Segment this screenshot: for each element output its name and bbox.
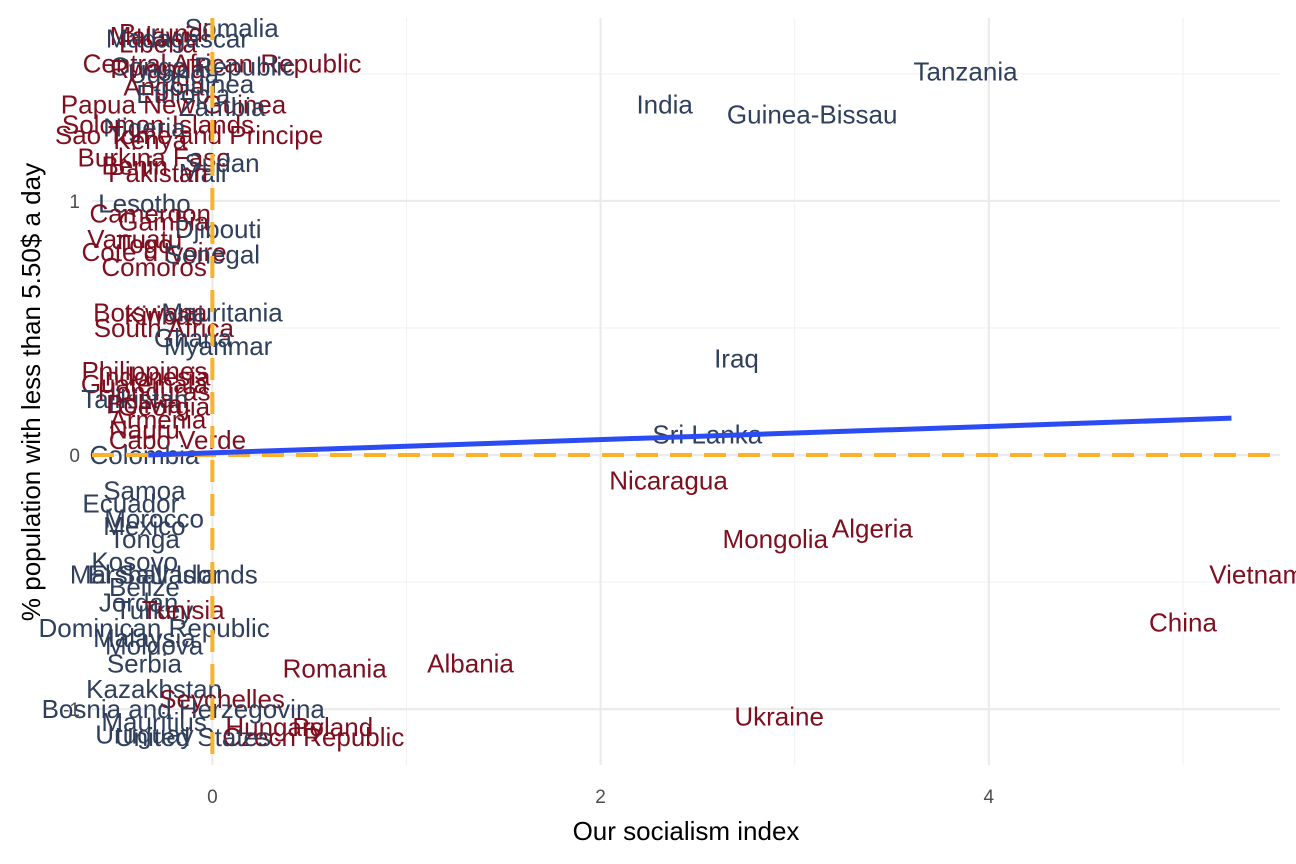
point-label: Somalia	[185, 13, 279, 43]
point-label: Sao Tome and Principe	[55, 120, 323, 150]
x-tick-label: 0	[207, 787, 218, 808]
point-label: Zambia	[179, 92, 266, 122]
point-label: Comoros	[101, 252, 206, 282]
point-label: Vanuatu	[87, 224, 182, 254]
point-label: Marshall Islands	[70, 559, 258, 589]
point-label: Turkey	[115, 595, 194, 625]
point-label: Sudan	[184, 148, 259, 178]
point-label: India	[636, 89, 693, 119]
point-label: Kenya	[113, 125, 187, 155]
point-label: Vietnam	[1209, 559, 1296, 589]
x-axis-title: Our socialism index	[573, 816, 800, 846]
point-label: Czech Republic	[222, 722, 404, 752]
point-label: Tanzania	[913, 56, 1018, 86]
point-label: Papua New Guinea	[61, 89, 287, 119]
point-label: Philippines	[82, 356, 208, 386]
point-label: Nicaragua	[609, 465, 728, 495]
point-label: Ecuador	[82, 488, 179, 518]
point-label: Myanmar	[164, 331, 273, 361]
trend-line	[148, 415, 1232, 458]
point-label: Dominican Republic	[39, 613, 270, 643]
point-label: Uruguay	[95, 720, 193, 750]
point-label: Solomon Islands	[62, 110, 254, 140]
point-label: Cabo Verde	[109, 425, 246, 455]
point-label: Guinea-Bissau	[727, 100, 898, 130]
point-label: Armenia	[110, 404, 207, 434]
point-label: Nauru	[109, 415, 180, 445]
point-label: Bolivia	[106, 389, 183, 419]
point-label: Poland	[292, 712, 373, 742]
point-label: Malaysia	[93, 623, 196, 653]
point-label: Samoa	[103, 476, 186, 506]
point-label: Angola	[123, 72, 204, 102]
point-label: Jordan	[99, 587, 179, 617]
point-label: China	[1149, 608, 1217, 638]
point-label: Ukraine	[734, 702, 824, 732]
point-label: Benin	[101, 150, 168, 180]
point-label: Uganda	[128, 59, 220, 89]
point-label: Bosnia and Herzegovina	[42, 694, 326, 724]
point-label: Liberia	[119, 28, 198, 58]
point-label: Lesotho	[98, 188, 191, 218]
point-label: Iraq	[714, 343, 759, 373]
point-label: Mauritius	[101, 707, 206, 737]
point-label: Albania	[427, 648, 514, 678]
y-axis-title: % population with less than 5.50$ a day	[16, 163, 46, 621]
reference-lines	[92, 18, 1280, 765]
point-label: Mali	[179, 158, 227, 188]
point-label: Mexico	[103, 511, 185, 541]
point-label: Seychelles	[159, 684, 285, 714]
point-label: Ghana	[154, 323, 233, 353]
y-axis-ticks: -1 0 1	[63, 192, 80, 721]
y-tick-label: -1	[63, 700, 80, 721]
point-label: Honduras	[98, 377, 211, 407]
point-label: Kazakhstan	[86, 674, 222, 704]
point-label: Romania	[283, 653, 388, 683]
point-label: Ethiopia	[136, 79, 230, 109]
point-label: Guatemala	[81, 369, 209, 399]
point-label: El Salvador	[88, 559, 221, 589]
point-label: Botswana	[93, 298, 208, 328]
point-label: Serbia	[107, 648, 183, 678]
x-axis-ticks: 0 2 4	[207, 787, 994, 808]
point-label: Kosovo	[91, 547, 178, 577]
point-label: Cote d'Ivoire	[82, 237, 227, 267]
x-tick-label: 4	[984, 787, 995, 808]
point-label: Kiribati	[124, 300, 203, 330]
point-label: Belize	[109, 572, 180, 602]
point-label: Gambia	[118, 206, 210, 236]
point-label: Togo	[116, 229, 172, 259]
point-label: Mongolia	[723, 524, 829, 554]
point-label: United States	[115, 722, 271, 752]
point-label: Algeria	[832, 514, 913, 544]
point-label: Tajikistan	[81, 384, 188, 414]
point-label: Cameroon	[90, 199, 211, 229]
point-label: Indonesia	[98, 361, 211, 391]
point-label: Burundi	[119, 18, 209, 48]
point-label: Madagascar	[106, 23, 249, 53]
point-label: Rwanda	[110, 54, 206, 84]
point-label: Central African Republic	[83, 49, 362, 79]
point-label: Morocco	[104, 504, 204, 534]
point-label: Moldova	[105, 631, 204, 661]
point-label: Tonga	[109, 524, 180, 554]
point-label: Pakistan	[108, 158, 208, 188]
point-label: Mauritania	[161, 298, 283, 328]
trend-line-group	[148, 415, 1232, 458]
point-label: Burkina Faso	[78, 143, 231, 173]
y-tick-label: 1	[69, 192, 80, 213]
x-tick-label: 2	[595, 787, 606, 808]
point-label: Hungary	[225, 712, 323, 742]
point-label: Djibouti	[175, 214, 262, 244]
grid-lines	[92, 18, 1280, 765]
point-label: Nigeria	[103, 112, 186, 142]
point-label: Georgia	[118, 392, 211, 422]
point-label: Congo Republic	[110, 51, 295, 81]
point-label: Malawi	[110, 21, 191, 51]
y-tick-label: 0	[69, 446, 80, 467]
